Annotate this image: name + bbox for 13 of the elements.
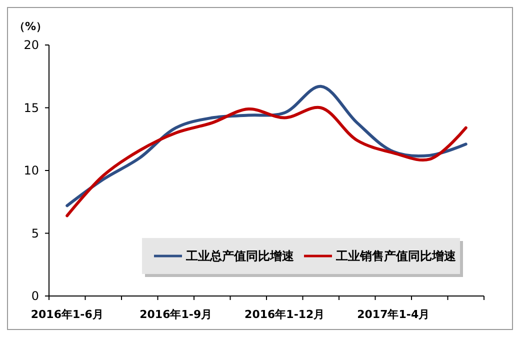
x-tick-label: 2017年1-4月 — [357, 308, 430, 321]
x-tick-label: 2016年1-6月 — [30, 308, 104, 321]
legend-label: 工业总产值同比增速 — [185, 249, 295, 264]
line-series — [66, 106, 468, 218]
y-tick-label: 0 — [31, 289, 39, 304]
x-tick-label: 2016年1-12月 — [244, 308, 325, 321]
y-tick-label: 20 — [24, 38, 39, 52]
y-axis-title: （%） — [14, 20, 48, 33]
legend-label: 工业销售产值同比增速 — [335, 249, 457, 264]
y-tick-label: 15 — [24, 100, 39, 115]
y-tick-label: 5 — [31, 226, 39, 240]
x-tick-label: 2016年1-9月 — [140, 308, 212, 321]
y-tick-label: 10 — [24, 164, 39, 178]
